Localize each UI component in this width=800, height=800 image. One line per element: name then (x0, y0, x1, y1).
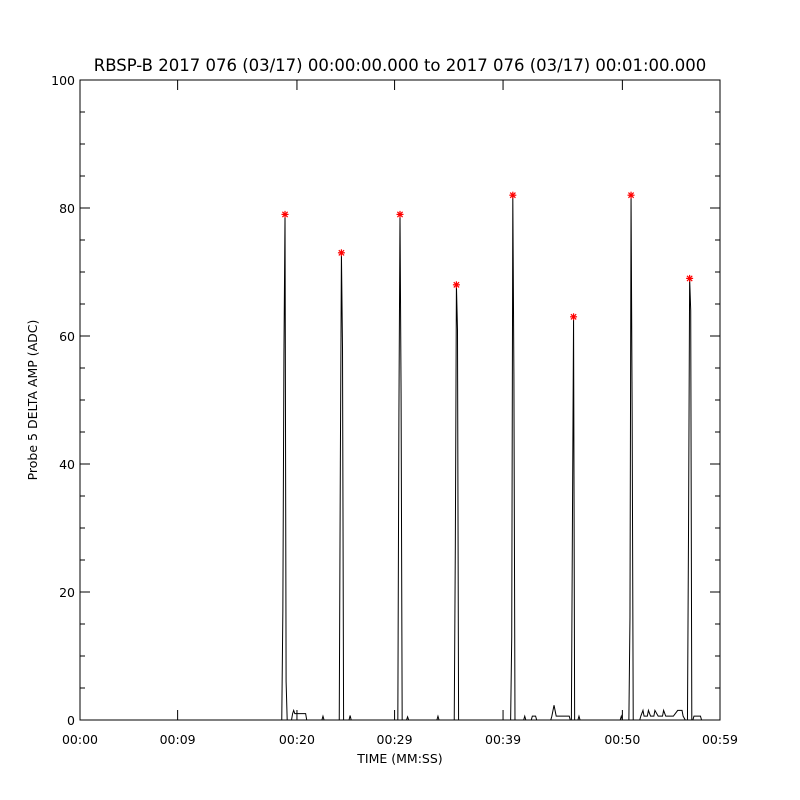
peak-marker (570, 313, 578, 321)
x-tick-label: 00:29 (377, 732, 413, 747)
marker-stroke (686, 275, 693, 282)
x-axis-ticks: 00:00 00:09 00:20 00:29 00:39 00:50 00:59 (62, 80, 738, 747)
marker-stroke (570, 313, 577, 320)
y-tick-label: 60 (59, 329, 75, 344)
marker-stroke (396, 211, 404, 218)
x-tick-label: 00:09 (160, 732, 196, 747)
peak-marker (509, 191, 517, 199)
series-line (80, 195, 720, 721)
y-tick-label: 80 (59, 201, 75, 216)
y-tick-label: 20 (59, 585, 75, 600)
chart-title: RBSP-B 2017 076 (03/17) 00:00:00.000 to … (94, 56, 707, 75)
marker-stroke (281, 211, 289, 218)
peak-marker (337, 249, 345, 257)
x-tick-label: 00:59 (702, 732, 738, 747)
peak-marker (686, 274, 694, 282)
peak-marker (627, 191, 635, 199)
x-tick-label: 00:00 (62, 732, 98, 747)
x-tick-label: 00:20 (279, 732, 315, 747)
peak-marker (396, 210, 404, 218)
data-line (80, 195, 720, 721)
y-axis-ticks: 0 20 40 60 80 100 (51, 73, 720, 728)
marker-stroke (453, 281, 460, 288)
marker-stroke (509, 192, 516, 199)
x-tick-label: 00:39 (485, 732, 521, 747)
peak-markers (281, 191, 694, 321)
marker-stroke (628, 192, 635, 199)
marker-stroke (338, 249, 345, 256)
x-tick-label: 00:50 (604, 732, 640, 747)
plot-frame (79, 79, 721, 721)
y-tick-label: 0 (67, 713, 75, 728)
y-tick-label: 40 (59, 457, 75, 472)
x-axis-label: TIME (MM:SS) (356, 751, 442, 766)
y-axis-label: Probe 5 DELTA AMP (ADC) (25, 320, 40, 481)
peak-marker (452, 281, 460, 289)
y-tick-label: 100 (51, 73, 75, 88)
peak-marker (281, 210, 289, 218)
